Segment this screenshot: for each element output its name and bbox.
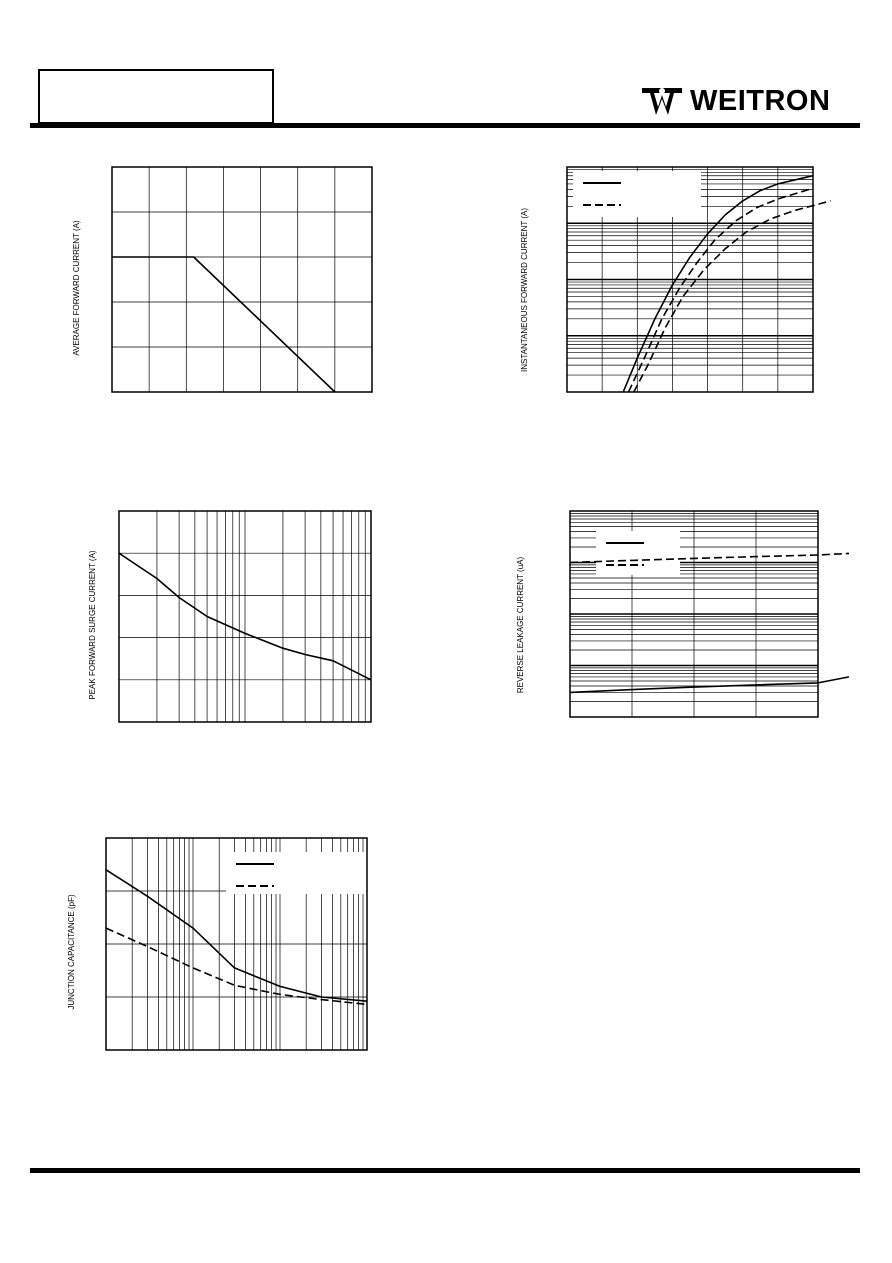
- leakage-ylabel: REVERSE LEAKAGE CURRENT (uA): [516, 556, 525, 694]
- footer-rule: [30, 1168, 860, 1173]
- leakage-chart: [569, 510, 850, 718]
- capacitance-chart: [105, 837, 368, 1051]
- weitron-emblem-icon: [642, 88, 682, 115]
- surge-series-0: [118, 552, 372, 681]
- surge-ylabel: PEAK FORWARD SURGE CURRENT (A): [88, 550, 97, 700]
- surge-chart: [118, 510, 372, 723]
- capacitance-ylabel: JUNCTION CAPACITANCE (pF): [67, 894, 76, 1010]
- leakage-frame: [569, 510, 819, 718]
- derating-chart: [111, 166, 373, 393]
- derating-frame: [111, 166, 373, 393]
- forward-series-1: [627, 187, 814, 393]
- capacitance-frame: [105, 837, 368, 1051]
- header-rule: [30, 123, 860, 128]
- forward-series-2: [633, 200, 831, 393]
- leakage-legend-box: [596, 531, 680, 575]
- derating-ylabel: AVERAGE FORWARD CURRENT (A): [72, 220, 81, 356]
- forward-chart: [566, 166, 831, 393]
- leakage-series-0: [569, 676, 850, 694]
- derating-series-0: [112, 256, 336, 393]
- forward-frame: [566, 166, 814, 393]
- brand-logo: WEITRON: [640, 84, 830, 118]
- forward-ylabel: INSTANTANEOUS FORWARD CURRENT (A): [520, 208, 529, 373]
- capacitance-legend-box: [226, 852, 366, 894]
- forward-legend-box: [573, 171, 701, 217]
- capacitance-series-1: [105, 927, 368, 1006]
- forward-series-0: [622, 174, 814, 393]
- part-number-box: [38, 69, 274, 124]
- brand-name: WEITRON: [690, 85, 831, 117]
- capacitance-series-0: [105, 869, 368, 1002]
- leakage-series-1: [569, 552, 850, 564]
- surge-frame: [118, 510, 372, 723]
